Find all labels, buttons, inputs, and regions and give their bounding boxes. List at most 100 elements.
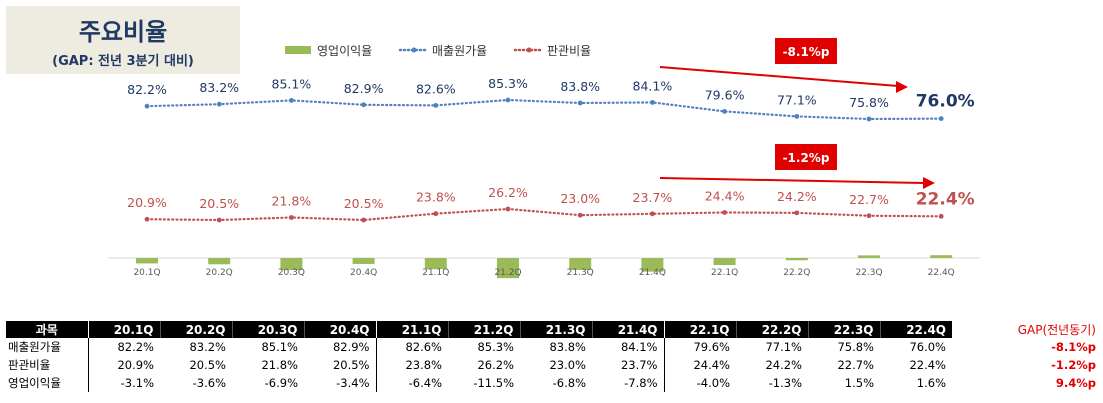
- sga-point-4: [433, 211, 439, 217]
- cogs-point-9: [794, 114, 800, 119]
- table-cell: 22.4%: [909, 358, 946, 372]
- op-margin-bar-3: [352, 258, 375, 264]
- table-column-header: 22.1Q: [663, 321, 736, 338]
- table-cell: 23.8%: [375, 356, 448, 374]
- sga-gap-arrowhead: [923, 177, 935, 189]
- table-cell: -6.8%: [552, 376, 586, 390]
- cogs-point-8: [722, 109, 727, 114]
- ratio-chart: 영업이익율 매출원가율 판관비율 20.1Q 20.2Q 20.3Q 20.4Q 21.1Q 2…: [108, 38, 980, 279]
- sga-point-8: [722, 210, 727, 215]
- table-column-header: 22.4Q: [879, 321, 952, 338]
- cogs-point-7: [650, 100, 655, 105]
- table-column-header: 21.3Q: [519, 321, 592, 338]
- x-tick-label-2: 20.3Q: [278, 268, 305, 278]
- table-cell: 20.9%: [87, 356, 160, 374]
- row-label: 영업이익율: [8, 376, 61, 390]
- legend-marker-1: [411, 47, 417, 53]
- cogs-point-5: [505, 97, 511, 103]
- cogs-point-2: [289, 98, 294, 103]
- sga-label-1: 20.5%: [199, 196, 239, 211]
- table-cell: 85.3%: [477, 340, 514, 354]
- table-cell: 84.1%: [620, 340, 658, 354]
- cogs-label-5: 85.3%: [488, 76, 528, 91]
- cogs-point-10: [866, 116, 872, 122]
- table-gap-header: GAP(전년동기): [952, 321, 1102, 338]
- row-gap: -8.1%p: [1051, 340, 1096, 354]
- cogs-gap-box: [775, 38, 837, 64]
- table-header-label: 과목: [6, 321, 88, 338]
- table-cell: -7.8%: [624, 376, 658, 390]
- table-cell: 83.2%: [189, 340, 226, 354]
- legend-label-1: 매출원가율: [432, 44, 487, 58]
- sga-label-9: 24.2%: [777, 189, 817, 204]
- legend-swatch-0: [285, 46, 311, 54]
- cogs-point-0: [144, 103, 150, 109]
- cogs-label-8: 79.6%: [705, 87, 745, 102]
- sga-gap-arrow: [659, 177, 926, 184]
- table-cell: 1.5%: [844, 376, 874, 390]
- table-column-header: 21.1Q: [375, 321, 448, 338]
- op-margin-bar-10: [858, 255, 880, 258]
- cogs-label-9: 77.1%: [777, 92, 817, 107]
- row-label: 판관비율: [8, 358, 51, 372]
- cogs-label-0: 82.2%: [127, 82, 167, 97]
- row-gap: 9.4%p: [1055, 376, 1096, 390]
- sga-label-3: 20.5%: [344, 196, 384, 211]
- table-cell: 26.2%: [477, 358, 514, 372]
- op-margin-bar-8: [713, 258, 736, 265]
- table-cell: -6.9%: [264, 376, 298, 390]
- x-tick-label-0: 20.1Q: [133, 268, 160, 278]
- op-margin-bar-6: [569, 258, 592, 270]
- op-margin-bar-4: [424, 258, 447, 270]
- sga-label-0: 20.9%: [127, 195, 167, 210]
- table-row: 판관비율 20.9% 20.5% 21.8% 20.5% 23.8% 26.2% 23.0% 2…: [6, 356, 1102, 374]
- table-cell: 24.4%: [663, 356, 736, 374]
- table-column-header: 20.2Q: [159, 321, 232, 338]
- sga-label-2: 21.8%: [272, 193, 312, 208]
- row-label: 매출원가율: [8, 340, 61, 354]
- row-gap: -1.2%p: [1051, 358, 1096, 372]
- cogs-gap-arrowhead: [896, 81, 908, 93]
- sga-label-8: 24.4%: [705, 188, 745, 203]
- cogs-label-7: 84.1%: [633, 78, 673, 93]
- table-cell: -3.4%: [336, 376, 370, 390]
- cogs-point-3: [361, 102, 366, 108]
- legend-label-0: 영업이익율: [317, 44, 372, 58]
- legend-label-2: 판관비율: [547, 44, 591, 58]
- x-tick-label-1: 20.2Q: [206, 268, 233, 278]
- x-tick-label-10: 22.3Q: [855, 268, 882, 278]
- table-column-header: 20.1Q: [87, 321, 160, 338]
- table-cell: -3.6%: [192, 376, 226, 390]
- sga-point-5: [505, 206, 511, 212]
- sga-label-7: 23.7%: [633, 190, 673, 205]
- table-column-header: 21.4Q: [591, 321, 664, 338]
- table-column-header: 20.3Q: [231, 321, 304, 338]
- sga-label-6: 23.0%: [560, 191, 600, 206]
- x-tick-label-11: 22.4Q: [928, 268, 955, 278]
- table-cell: -3.1%: [87, 374, 160, 392]
- sga-line: [145, 207, 943, 222]
- table-cell: -6.4%: [375, 374, 448, 392]
- table-cell: 76.0%: [909, 340, 946, 354]
- table-cell: 82.6%: [375, 338, 448, 356]
- table-cell: 24.2%: [765, 358, 802, 372]
- table-cell: 23.7%: [620, 358, 658, 372]
- sga-gap-box: [775, 144, 837, 170]
- sga-label-4: 23.8%: [416, 190, 456, 205]
- table-column-header: 20.4Q: [303, 321, 376, 338]
- op-margin-bar-9: [785, 258, 808, 261]
- cogs-label-6: 83.8%: [560, 79, 600, 94]
- sga-point-10: [866, 213, 872, 219]
- cogs-gap-arrow: [659, 66, 899, 87]
- table-row: 영업이익율 -3.1% -3.6% -6.9% -3.4% -6.4% -11.5% -6.8…: [6, 374, 1102, 392]
- x-tick-label-9: 22.2Q: [783, 268, 810, 278]
- table-cell: -1.3%: [768, 376, 802, 390]
- sga-point-1: [216, 217, 222, 223]
- x-tick-label-6: 21.3Q: [567, 268, 594, 278]
- sga-label-5: 26.2%: [488, 185, 528, 200]
- table-cell: -4.0%: [663, 374, 736, 392]
- op-margin-bar-1: [208, 258, 231, 265]
- op-margin-bar-7: [641, 258, 664, 272]
- table-cell: 1.6%: [916, 376, 946, 390]
- op-margin-bar-0: [136, 258, 158, 264]
